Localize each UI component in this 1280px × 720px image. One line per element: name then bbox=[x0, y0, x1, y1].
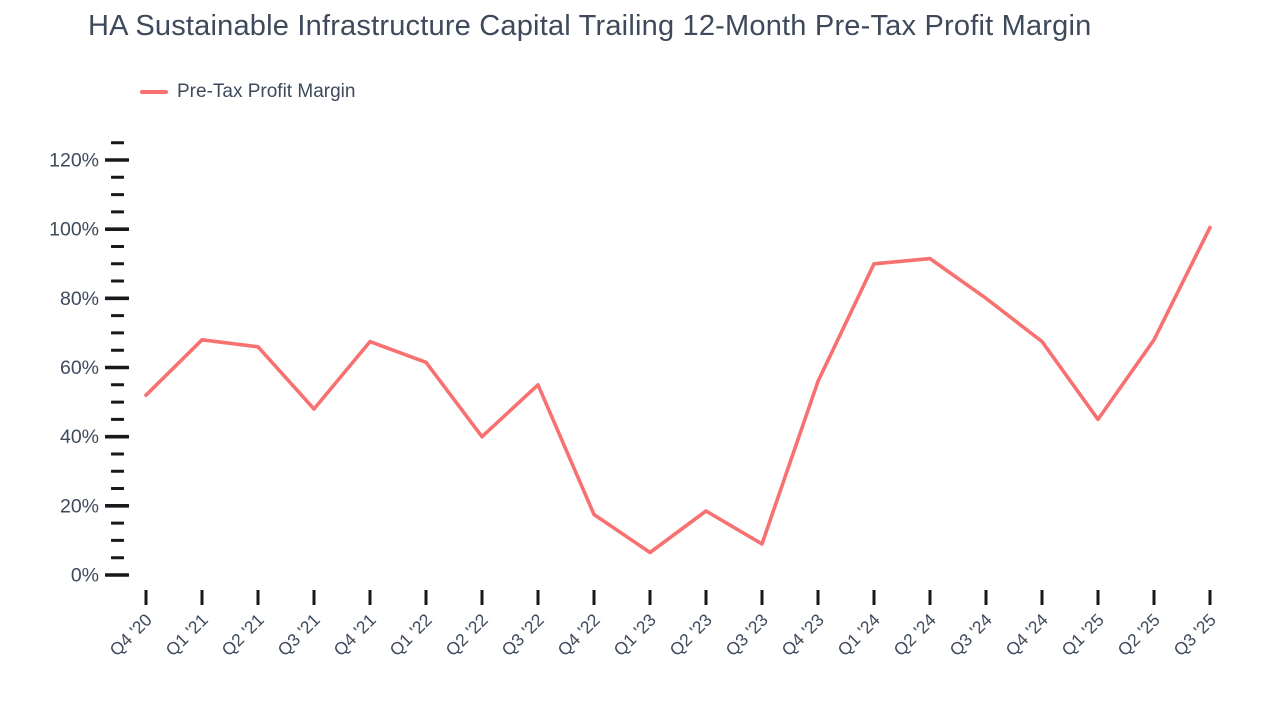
y-axis-major-tick bbox=[105, 434, 129, 439]
y-axis-minor-tick bbox=[111, 193, 124, 197]
x-axis-tick bbox=[256, 590, 260, 605]
x-axis-tick bbox=[536, 590, 540, 605]
x-axis-tick bbox=[872, 590, 876, 605]
y-axis-label: 0% bbox=[71, 565, 99, 587]
x-axis-label: Q1 '22 bbox=[386, 610, 436, 660]
y-axis-minor-tick bbox=[111, 417, 124, 421]
y-axis-label: 60% bbox=[60, 357, 99, 379]
x-axis-label: Q2 '21 bbox=[218, 610, 268, 660]
x-axis-label: Q3 '23 bbox=[722, 610, 772, 660]
x-axis-label: Q4 '22 bbox=[554, 610, 604, 660]
y-axis-minor-tick bbox=[111, 452, 124, 456]
x-axis-tick bbox=[144, 590, 148, 605]
x-axis-label: Q2 '24 bbox=[890, 609, 940, 659]
y-axis-minor-tick bbox=[111, 141, 124, 145]
y-axis-label: 40% bbox=[60, 426, 99, 448]
x-axis-label: Q1 '21 bbox=[162, 610, 212, 660]
x-axis-label: Q2 '22 bbox=[442, 610, 492, 660]
x-axis-label: Q2 '23 bbox=[666, 610, 716, 660]
x-axis-tick bbox=[368, 590, 372, 605]
legend: Pre-Tax Profit Margin bbox=[140, 80, 355, 104]
x-axis-tick bbox=[200, 590, 204, 605]
y-axis-minor-tick bbox=[111, 400, 124, 404]
x-axis-tick bbox=[480, 590, 484, 605]
y-axis-major-tick bbox=[105, 296, 129, 301]
y-axis-minor-tick bbox=[111, 262, 124, 266]
chart-title: HA Sustainable Infrastructure Capital Tr… bbox=[88, 10, 1092, 42]
y-axis-minor-tick bbox=[111, 469, 124, 473]
x-axis-label: Q3 '22 bbox=[498, 610, 548, 660]
x-axis-tick bbox=[424, 590, 428, 605]
y-axis-label: 80% bbox=[60, 288, 99, 310]
legend-line-swatch bbox=[140, 90, 168, 94]
y-axis-minor-tick bbox=[111, 210, 124, 214]
x-axis-tick bbox=[984, 590, 988, 605]
y-axis-label: 20% bbox=[60, 495, 99, 517]
x-axis-label: Q1 '24 bbox=[834, 609, 884, 659]
y-axis-label: 120% bbox=[49, 150, 99, 172]
x-axis-tick bbox=[928, 590, 932, 605]
x-axis-tick bbox=[1208, 590, 1212, 605]
y-axis-minor-tick bbox=[111, 538, 124, 542]
y-axis-minor-tick bbox=[111, 487, 124, 491]
x-axis-label: Q4 '23 bbox=[778, 610, 828, 660]
x-axis-label: Q1 '23 bbox=[610, 610, 660, 660]
y-axis-label: 100% bbox=[49, 219, 99, 241]
legend-label: Pre-Tax Profit Margin bbox=[177, 81, 356, 102]
y-axis-minor-tick bbox=[111, 279, 124, 283]
y-axis-minor-tick bbox=[111, 175, 124, 179]
y-axis-major-tick bbox=[105, 504, 129, 508]
y-axis-major-tick bbox=[105, 573, 129, 577]
x-axis-label: Q4 '21 bbox=[330, 610, 380, 660]
x-axis-label: Q4 '24 bbox=[1002, 609, 1052, 659]
x-axis-label: Q4 '20 bbox=[106, 609, 156, 659]
y-axis-minor-tick bbox=[111, 383, 124, 387]
x-axis-tick bbox=[1152, 590, 1156, 605]
y-axis-major-tick bbox=[105, 158, 129, 162]
x-axis-label: Q2 '25 bbox=[1114, 610, 1164, 660]
x-axis-tick bbox=[1040, 590, 1044, 605]
x-axis-tick bbox=[704, 590, 708, 605]
y-axis-minor-tick bbox=[111, 348, 124, 352]
y-axis-minor-tick bbox=[111, 331, 124, 335]
x-axis-tick bbox=[1096, 590, 1100, 605]
x-axis-label: Q3 '25 bbox=[1170, 610, 1220, 660]
x-axis-tick bbox=[816, 590, 820, 605]
y-axis-minor-tick bbox=[111, 244, 124, 248]
x-axis-tick bbox=[760, 590, 764, 605]
x-axis-tick bbox=[592, 590, 596, 605]
x-axis-label: Q1 '25 bbox=[1058, 610, 1108, 660]
x-axis-tick bbox=[312, 590, 316, 605]
profit-margin-line bbox=[144, 225, 1212, 555]
y-axis-major-tick bbox=[105, 227, 129, 231]
y-axis-minor-tick bbox=[111, 556, 124, 560]
y-axis-minor-tick bbox=[111, 521, 124, 525]
x-axis-tick bbox=[648, 590, 652, 605]
x-axis-label: Q3 '24 bbox=[946, 609, 996, 659]
y-axis-major-tick bbox=[105, 365, 129, 370]
x-axis-label: Q3 '21 bbox=[274, 610, 324, 660]
y-axis-minor-tick bbox=[111, 314, 124, 318]
